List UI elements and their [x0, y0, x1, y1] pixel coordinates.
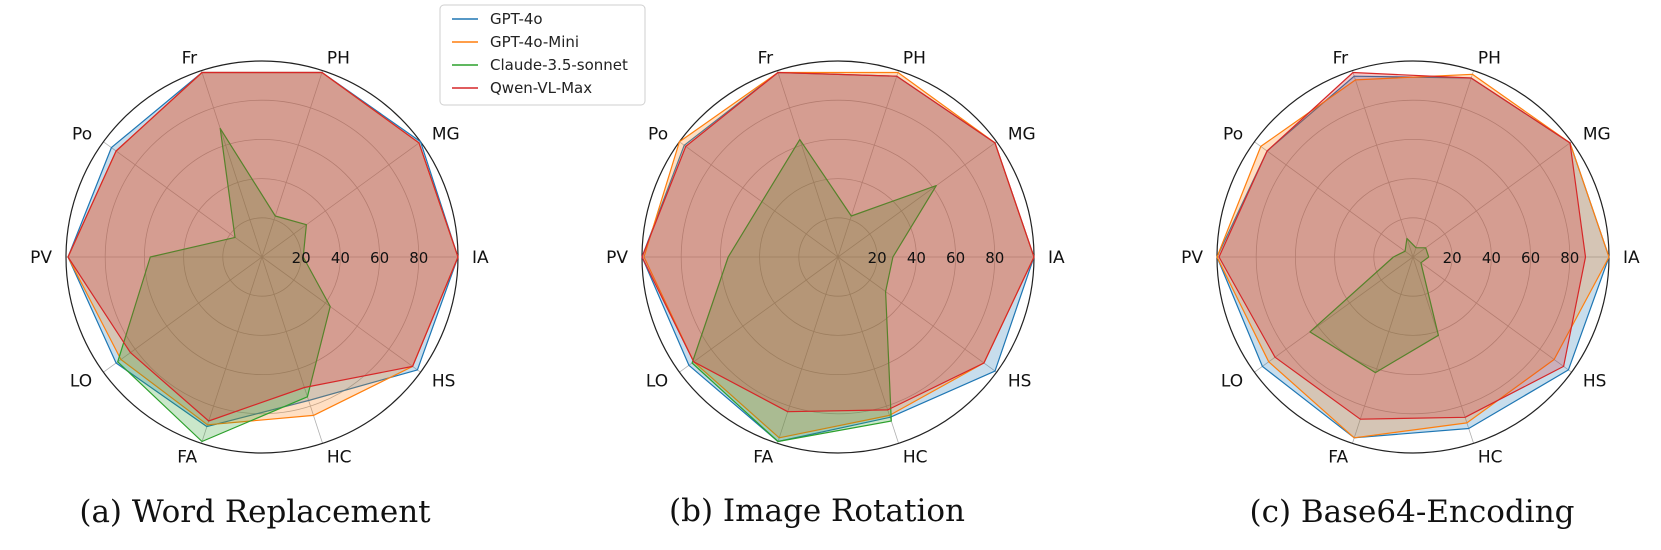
spoke-hs	[1412, 256, 1572, 373]
caption-base64-encoding: (c) Base64-Encoding	[1249, 494, 1574, 530]
legend-label-qwen-vl-max: Qwen-VL-Max	[490, 79, 592, 97]
rtick-label-60: 60	[370, 249, 389, 267]
axis-label-ia: IA	[472, 248, 489, 268]
axis-label-po: Po	[1223, 125, 1243, 145]
legend: GPT-4o GPT-4o-Mini Claude-3.5-sonnet Qwe…	[439, 4, 646, 106]
legend-item-gpt-4o-mini: GPT-4o-Mini	[452, 33, 579, 51]
rtick-label-20: 20	[868, 249, 887, 267]
spoke-po	[1254, 141, 1414, 258]
axis-label-lo: LO	[70, 371, 92, 391]
spoke-lo	[679, 256, 839, 373]
series-area-qwen-vl-max	[641, 71, 1035, 413]
spoke-mg	[837, 141, 997, 258]
spoke-ph	[1412, 70, 1474, 258]
axis-label-lo: LO	[1221, 371, 1243, 391]
legend-box	[439, 4, 646, 106]
axis-label-po: Po	[72, 125, 92, 145]
axis-label-pv: PV	[30, 248, 52, 268]
series-area-qwen-vl-max	[67, 71, 459, 422]
spoke-hc	[261, 256, 323, 444]
axis-label-hs: HS	[1583, 371, 1607, 391]
caption-word-replacement: (a) Word Replacement	[79, 494, 431, 530]
axis-label-ia: IA	[1623, 248, 1640, 268]
spoke-lo	[103, 256, 263, 373]
spoke-hc	[1412, 256, 1474, 444]
axis-label-ia: IA	[1048, 248, 1065, 268]
caption-image-rotation: (b) Image Rotation	[669, 493, 965, 529]
spoke-fa	[201, 256, 263, 444]
axis-label-hs: HS	[1008, 371, 1032, 391]
series-area-claude-3-5-sonnet	[691, 139, 937, 443]
series-area-qwen-vl-max	[1218, 71, 1587, 420]
legend-label-gpt-4o: GPT-4o	[490, 10, 543, 28]
spoke-hs	[837, 256, 997, 373]
axis-label-pv: PV	[1181, 248, 1203, 268]
spoke-po	[103, 141, 263, 258]
spoke-hc	[837, 256, 899, 444]
spoke-fa	[777, 256, 839, 444]
spoke-fr	[1352, 70, 1414, 258]
legend-item-qwen-vl-max: Qwen-VL-Max	[452, 79, 592, 97]
spoke-fa	[1352, 256, 1414, 444]
rtick-label-60: 60	[946, 249, 965, 267]
series-area-claude-3-5-sonnet	[1309, 237, 1440, 374]
axis-label-hc: HC	[903, 448, 928, 468]
axis-label-hc: HC	[327, 448, 352, 468]
axis-label-fr: Fr	[182, 48, 198, 68]
legend-label-gpt-4o-mini: GPT-4o-Mini	[490, 33, 579, 51]
series-area-gpt-4o-mini	[643, 71, 1035, 439]
axis-label-fr: Fr	[1333, 48, 1349, 68]
axis-label-po: Po	[648, 125, 668, 145]
spoke-fr	[201, 70, 263, 258]
axis-label-hc: HC	[1478, 448, 1503, 468]
spoke-ph	[261, 70, 323, 258]
axis-label-fr: Fr	[758, 48, 774, 68]
rtick-label-40: 40	[331, 249, 350, 267]
axis-label-hs: HS	[432, 371, 456, 391]
axis-label-fa: FA	[177, 448, 197, 468]
axis-label-ph: PH	[903, 48, 926, 68]
spoke-po	[679, 141, 839, 258]
legend-item-claude-3-5-sonnet: Claude-3.5-sonnet	[452, 56, 628, 74]
spoke-mg	[261, 141, 421, 258]
axis-label-mg: MG	[1583, 125, 1611, 145]
axis-label-pv: PV	[606, 248, 628, 268]
axis-label-mg: MG	[1008, 125, 1036, 145]
rtick-label-20: 20	[1443, 249, 1462, 267]
legend-label-claude-3-5-sonnet: Claude-3.5-sonnet	[490, 56, 628, 74]
axis-label-fa: FA	[753, 448, 773, 468]
rtick-label-40: 40	[1482, 249, 1501, 267]
radar-panel-image-rotation: 20 40 60 80 IA MG PH Fr Po PV LO FA HC HS	[606, 48, 1065, 467]
spoke-ph	[837, 70, 899, 258]
axis-label-mg: MG	[432, 125, 460, 145]
spoke-fr	[777, 70, 839, 258]
rtick-label-80: 80	[1560, 249, 1579, 267]
rtick-label-20: 20	[292, 249, 311, 267]
spoke-mg	[1412, 141, 1572, 258]
axis-label-ph: PH	[327, 48, 350, 68]
spoke-hs	[261, 256, 421, 373]
series-area-claude-3-5-sonnet	[117, 127, 331, 443]
radar-panel-base64-encoding: 20 40 60 80 IA MG PH Fr Po PV LO FA HC HS	[1181, 48, 1640, 467]
axis-label-ph: PH	[1478, 48, 1501, 68]
legend-item-gpt-4o: GPT-4o	[452, 10, 543, 28]
rtick-label-60: 60	[1521, 249, 1540, 267]
rtick-label-40: 40	[907, 249, 926, 267]
rtick-label-80: 80	[409, 249, 428, 267]
spoke-lo	[1254, 256, 1414, 373]
rtick-label-80: 80	[985, 249, 1004, 267]
axis-label-lo: LO	[646, 371, 668, 391]
radar-panel-word-replacement: 20 40 60 80 IA MG PH Fr Po PV LO FA HC HS	[30, 48, 489, 467]
axis-label-fa: FA	[1328, 448, 1348, 468]
